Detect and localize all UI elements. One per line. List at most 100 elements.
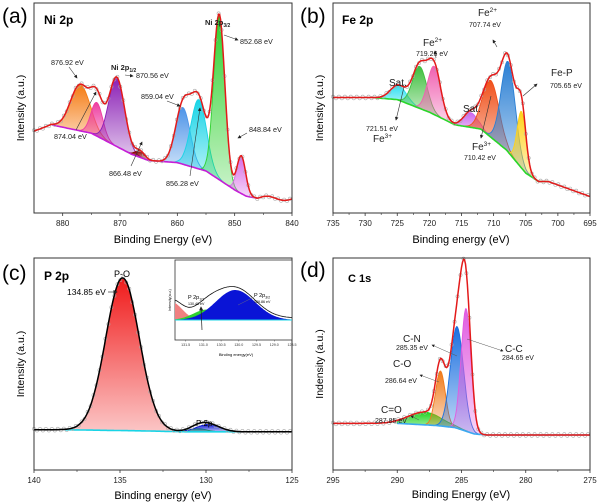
x-tick-label: 135 — [113, 476, 127, 485]
raw-data-point — [354, 94, 359, 99]
envelope-fit-line — [333, 52, 591, 198]
raw-data-point — [255, 197, 260, 201]
x-tick-label: 700 — [551, 219, 565, 228]
arrow-705-65 — [522, 83, 538, 97]
panel-label-c: (c) — [2, 262, 27, 285]
raw-data-point — [354, 420, 359, 425]
raw-data-point — [488, 433, 493, 438]
arrow-721-51 — [394, 86, 405, 121]
inset-annotation-p2p32: P 2p3/2 — [254, 293, 270, 300]
annotation-859-04: 859.04 eV — [141, 92, 174, 101]
panel-label-b: (b) — [300, 5, 326, 28]
annotation-719-26: 719.26 eV — [416, 51, 448, 58]
y-axis-label-d: Indensity (a.u.) — [314, 329, 326, 398]
panel-c-1s: (d) C 1s 295 290 285 280 275 Binding Energy … — [300, 256, 597, 501]
annotation-707-74: 707.74 eV — [469, 22, 501, 29]
raw-data-point — [339, 422, 344, 427]
raw-data-point — [243, 430, 248, 435]
x-ticks-b: 735 730 725 720 715 710 705 700 695 — [326, 213, 597, 228]
raw-data-point — [351, 96, 356, 101]
raw-data-point — [55, 426, 60, 431]
raw-data-point — [568, 432, 573, 437]
annotation-fe3-a: Fe3+ — [373, 133, 392, 145]
raw-data-point — [491, 432, 496, 437]
annotation-sat-2: Sat. — [463, 104, 481, 115]
raw-data-point — [506, 433, 510, 438]
envelope-fit-line — [333, 258, 590, 436]
x-tick-label: 850 — [228, 219, 242, 228]
x-axis-label-d: Binding Energy (eV) — [412, 489, 510, 501]
panel-label-d: (d) — [300, 259, 326, 282]
inset-plot-area — [174, 286, 293, 321]
background-line — [397, 422, 590, 436]
arrow-876-92 — [68, 66, 78, 79]
raw-data-point — [508, 432, 513, 437]
raw-data-point — [363, 96, 368, 101]
raw-data-point — [577, 433, 582, 438]
raw-data-point — [345, 422, 350, 427]
raw-data-point — [255, 430, 260, 435]
raw-data-point — [547, 433, 552, 438]
annotation-848-84: 848.84 eV — [249, 125, 282, 134]
x-tick-label: 695 — [583, 219, 597, 228]
raw-data-point — [273, 430, 278, 435]
x-ticks-a: 880 870 860 850 840 — [56, 213, 299, 228]
raw-data-point — [258, 429, 263, 433]
peak-fit-134-85 — [65, 277, 181, 433]
arrow-856-28 — [189, 107, 202, 177]
x-tick-label: 730 — [358, 219, 372, 228]
raw-data-point — [363, 422, 368, 427]
plot-area-b — [331, 51, 591, 198]
annotation-c-eq-o: C=O — [381, 405, 402, 416]
raw-data-point — [571, 433, 576, 438]
y-axis-label-a: Intensity (a.u.) — [15, 75, 27, 142]
raw-data-point — [366, 94, 371, 99]
annotation-p-2p: P 2p — [196, 419, 213, 428]
x-tick-label: 715 — [455, 219, 469, 228]
y-axis-label-b: Intensity (a.u.) — [314, 75, 326, 142]
raw-data-point — [503, 432, 507, 437]
raw-data-point — [177, 429, 182, 434]
raw-data-point — [261, 430, 266, 435]
annotation-285-35: 285.35 eV — [396, 345, 428, 352]
x-tick-label: 280 — [519, 476, 533, 485]
inset-annotation-129-86: 129.86 eV — [254, 300, 271, 304]
x-tick-label: 870 — [113, 219, 127, 228]
inset-annotation-130-48: 130.48 eV — [188, 302, 205, 306]
x-tick-label: 295 — [326, 476, 340, 485]
annotation-284-65: 284.65 eV — [502, 355, 534, 362]
arrow-870-56 — [124, 73, 134, 78]
raw-data-point — [372, 94, 377, 99]
annotation-866-48: 866.48 eV — [109, 169, 142, 178]
raw-data-point — [544, 178, 549, 183]
inset-leader-129-86 — [237, 296, 255, 306]
x-tick-label: 720 — [423, 219, 437, 228]
arrow-859-04 — [166, 100, 181, 107]
annotation-852-68: 852.68 eV — [240, 37, 273, 46]
annotation-c-c: C-C — [505, 344, 523, 355]
x-tick-label: 140 — [27, 476, 41, 485]
arrow-285-35 — [431, 344, 458, 357]
raw-data-point — [267, 430, 272, 435]
x-tick-label: 840 — [285, 219, 299, 228]
panel-ni-2p: (a) Ni 2p 880 870 860 850 840 Binding Energy… — [2, 2, 299, 246]
raw-data-point — [334, 422, 338, 427]
axes-frame-a — [33, 2, 293, 214]
raw-data-point — [520, 432, 525, 437]
annotation-856-28: 856.28 eV — [166, 179, 199, 188]
raw-data-point — [538, 178, 543, 183]
annotation-c-o: C-O — [393, 359, 412, 370]
raw-data-point — [535, 433, 540, 438]
raw-data-point — [270, 429, 275, 433]
raw-data-point — [249, 430, 254, 435]
raw-data-point — [38, 426, 42, 431]
inset-envelope-line — [174, 286, 293, 318]
arrow-707-74 — [492, 39, 498, 48]
raw-data-point — [583, 433, 588, 438]
raw-data-point — [366, 420, 371, 425]
raw-data-point — [523, 433, 528, 438]
annotation-sat-1: Sat. — [389, 78, 407, 89]
annotation-705-65: 705.65 eV — [550, 83, 582, 90]
inset-arrow-130-48 — [199, 306, 204, 331]
